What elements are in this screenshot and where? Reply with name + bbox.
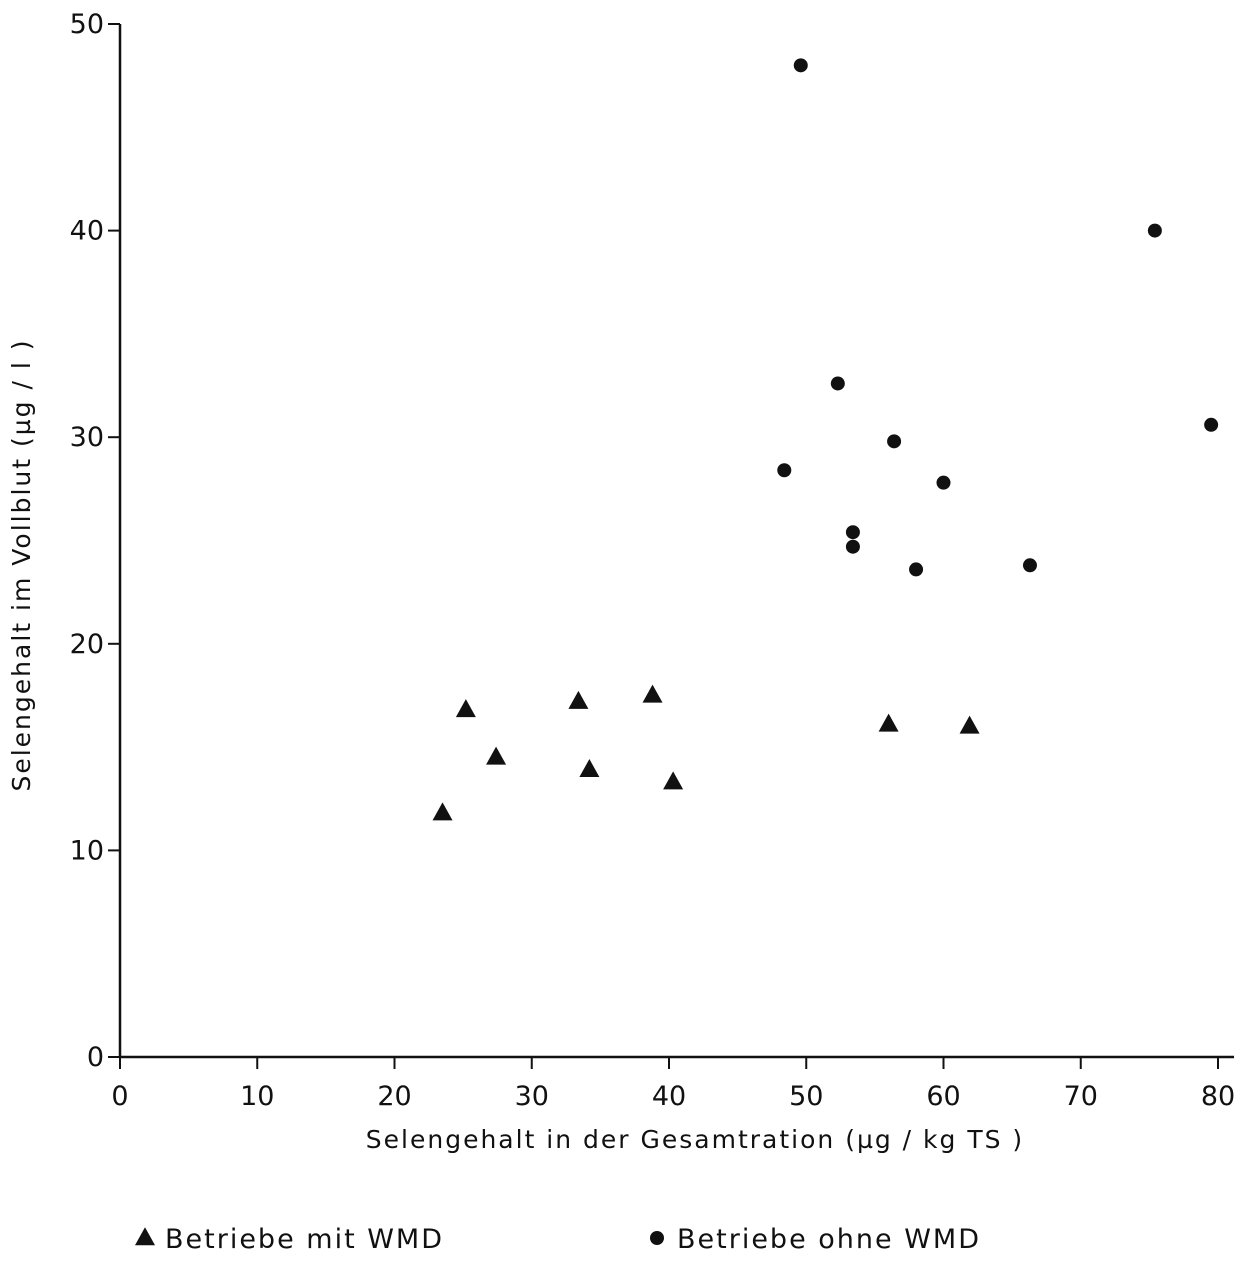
x-tick-label: 20 (377, 1081, 411, 1112)
triangle-point (432, 802, 453, 821)
triangle-point (568, 690, 589, 709)
y-tick-label: 0 (87, 1042, 104, 1073)
circle-point (1022, 558, 1037, 573)
x-tick-label: 80 (1201, 1081, 1235, 1112)
triangle-point (579, 759, 600, 778)
legend-label: Betriebe mit WMD (165, 1224, 444, 1255)
ticks: 0 10 20 30 40 50 60 70 80 0 10 20 30 40 50 (70, 9, 1236, 1112)
y-tick-label: 50 (70, 9, 104, 40)
axes (118, 24, 1234, 1059)
x-tick-label: 40 (652, 1081, 686, 1112)
circle-point (1204, 417, 1219, 432)
circle-point (909, 562, 924, 577)
x-tick-label: 60 (926, 1081, 960, 1112)
triangle-point (455, 699, 476, 718)
circle-point (845, 539, 860, 554)
x-tick-label: 30 (515, 1081, 549, 1112)
triangle-point (486, 746, 507, 765)
circle-point (1147, 223, 1162, 238)
y-tick-label: 20 (70, 629, 104, 660)
triangle-point (959, 715, 980, 734)
legend-label: Betriebe ohne WMD (677, 1224, 981, 1255)
y-tick-label: 30 (70, 422, 104, 453)
circle-point (936, 475, 951, 490)
circle-point (887, 434, 902, 449)
y-tick-label: 10 (70, 835, 104, 866)
triangle-point (878, 713, 899, 732)
triangle-point (642, 684, 663, 703)
y-axis-label: Selengehalt im Vollblut (µg / l ) (7, 338, 36, 791)
legend-triangle-marker (135, 1227, 155, 1246)
triangle-point (663, 771, 684, 790)
circle-point (777, 463, 792, 478)
x-tick-label: 70 (1064, 1081, 1098, 1112)
x-axis-label: Selengehalt in der Gesamtration (µg / kg… (366, 1125, 1024, 1154)
circle-point (793, 58, 808, 73)
legend-circle-marker (650, 1231, 664, 1245)
data-points (432, 58, 1219, 821)
circle-point (845, 525, 860, 540)
y-tick-label: 40 (70, 216, 104, 247)
circle-point (830, 376, 845, 391)
legend: Betriebe mit WMD Betriebe ohne WMD (135, 1224, 981, 1255)
x-tick-label: 10 (240, 1081, 274, 1112)
x-tick-label: 0 (111, 1081, 128, 1112)
x-tick-label: 50 (789, 1081, 823, 1112)
